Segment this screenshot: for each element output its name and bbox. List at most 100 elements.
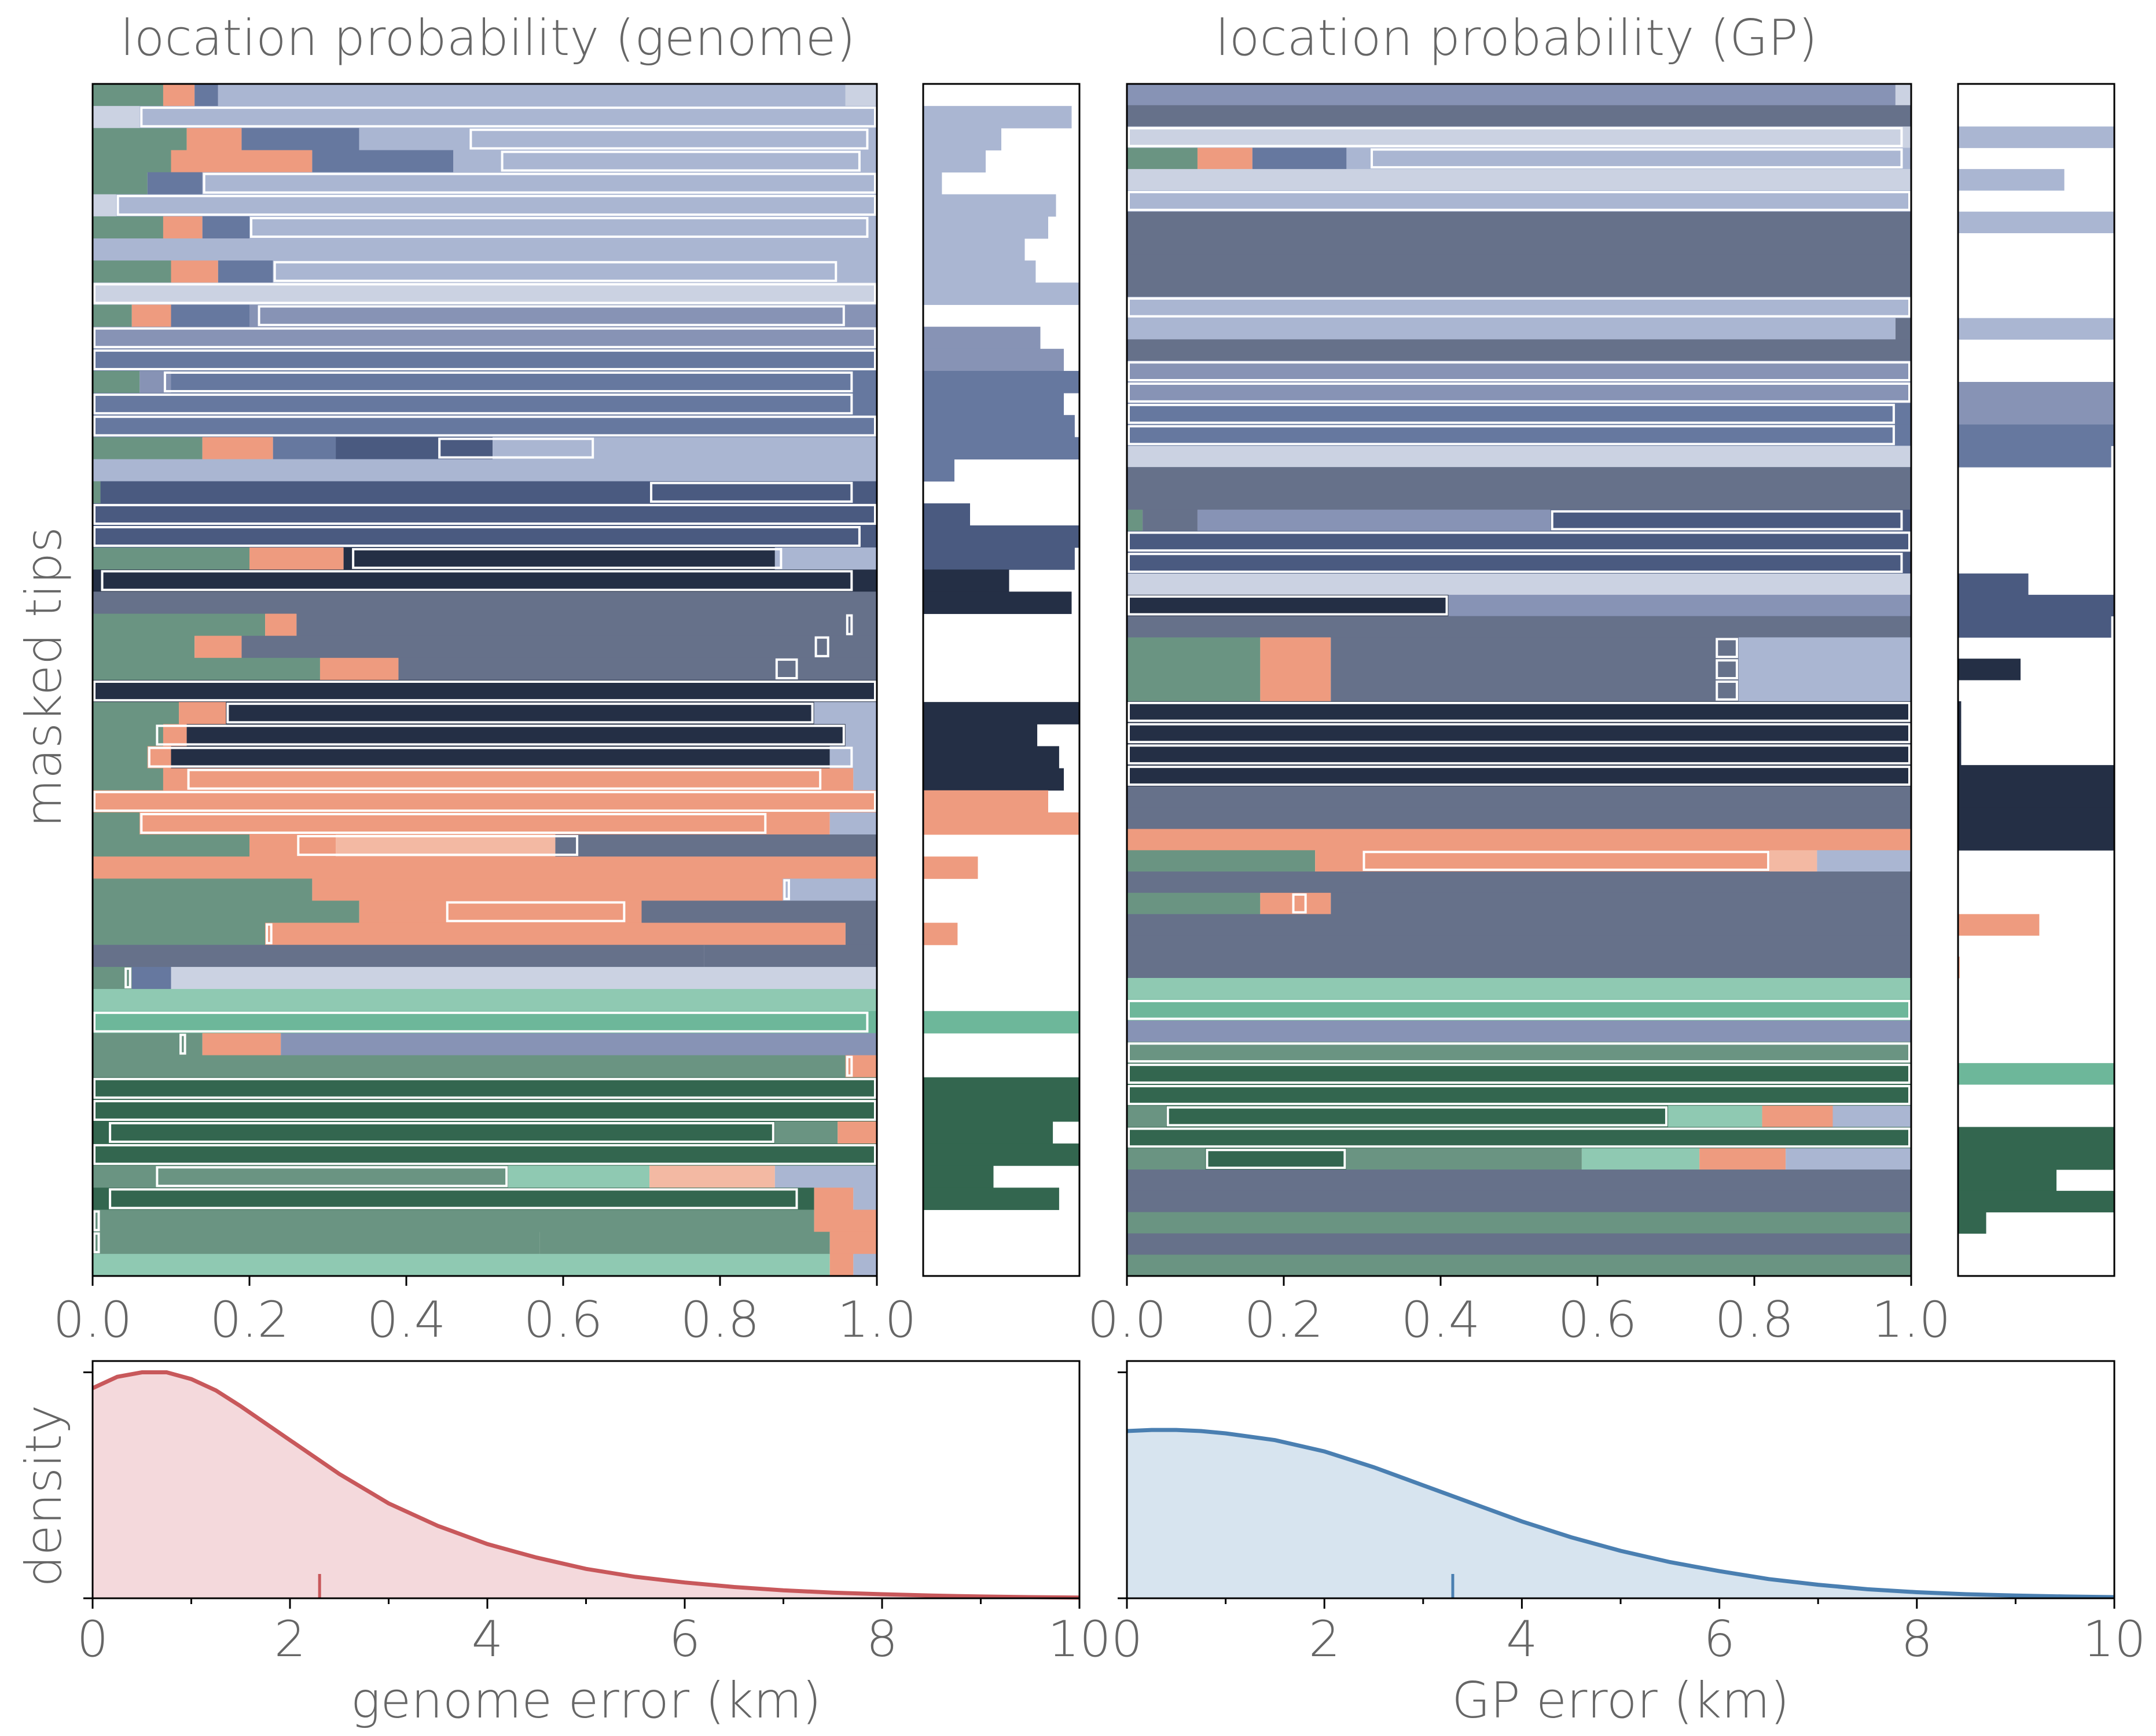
bar-segment	[814, 1187, 854, 1211]
bar-segment	[319, 657, 399, 681]
bar-segment	[1667, 1105, 1762, 1127]
bar-segment	[829, 746, 877, 769]
side-bar	[1958, 701, 1962, 723]
side-bar	[1958, 573, 2029, 595]
max-probability-outline	[163, 371, 853, 393]
bar-segment	[226, 702, 814, 724]
bar-segment	[93, 84, 163, 106]
bar-segment	[93, 1077, 877, 1100]
bar-segment	[249, 304, 877, 328]
side-bar	[923, 459, 954, 482]
bar-segment	[218, 260, 273, 283]
side-bar	[1958, 914, 2040, 936]
bar-segment	[93, 944, 704, 968]
bar-segment	[93, 856, 877, 879]
bar-segment	[1127, 105, 1911, 127]
max-probability-outline	[1127, 701, 1911, 722]
bar-segment	[93, 1055, 846, 1078]
x-axis-label: GP error (km)	[1452, 1672, 1790, 1730]
bar-segment	[1127, 84, 1896, 106]
x-tick-label: 1.0	[1872, 1291, 1951, 1349]
max-probability-outline	[297, 835, 579, 856]
x-tick-label: 0.4	[367, 1291, 446, 1349]
density-area	[93, 1372, 1079, 1598]
bar-segment	[1127, 509, 1143, 531]
side-bar	[923, 348, 1064, 372]
bar-segment	[93, 768, 163, 791]
side-bar	[1958, 403, 2114, 425]
bar-segment	[93, 525, 877, 548]
max-probability-outline	[140, 106, 876, 128]
bar-segment	[814, 702, 877, 724]
max-probability-outline	[1127, 1127, 1911, 1148]
max-probability-outline	[93, 1144, 876, 1165]
side-bar	[923, 790, 1048, 813]
max-probability-outline	[1362, 851, 1770, 871]
x-tick-label: 2	[1309, 1610, 1340, 1668]
bar-segment	[1127, 914, 1911, 936]
side-bar	[923, 216, 1048, 239]
side-bar	[923, 922, 958, 946]
max-probability-outline	[775, 658, 798, 679]
bar-segment	[93, 106, 140, 128]
bar-segment	[774, 547, 877, 570]
bar-segment	[265, 922, 846, 946]
right-main-frame	[1126, 83, 1912, 1277]
max-probability-outline	[1127, 999, 1911, 1020]
x-tick-label: 4	[1506, 1610, 1538, 1668]
max-probability-outline	[109, 1121, 774, 1143]
x-tick-label: 0	[1111, 1610, 1143, 1668]
bar-segment	[1127, 1020, 1911, 1042]
bar-segment	[845, 922, 877, 946]
side-bar	[1958, 722, 1962, 744]
max-probability-outline	[1127, 1042, 1911, 1063]
max-probability-outline	[1716, 638, 1738, 659]
bar-segment	[93, 1253, 830, 1277]
bar-segment	[829, 812, 877, 835]
side-bar	[923, 768, 1064, 791]
bar-segment	[1127, 148, 1198, 170]
bar-segment	[343, 547, 775, 570]
bar-segment	[1738, 659, 1911, 681]
bar-segment	[1127, 488, 1911, 510]
side-bar	[923, 1099, 1079, 1122]
bar-segment	[1832, 1105, 1911, 1127]
bar-segment	[186, 724, 846, 746]
bar-segment	[93, 878, 313, 901]
x-tick-label: 8	[866, 1610, 898, 1668]
max-probability-outline	[1166, 1106, 1667, 1127]
bar-segment	[163, 84, 195, 106]
bar-segment	[704, 944, 877, 968]
bar-segment	[1738, 637, 1911, 659]
side-bar	[923, 238, 1025, 261]
bar-segment	[93, 989, 877, 1012]
bar-segment	[93, 613, 266, 637]
x-tick-label: 0.8	[1715, 1291, 1794, 1349]
bar-segment	[93, 503, 877, 526]
max-probability-outline	[1127, 127, 1903, 148]
max-probability-outline	[1127, 723, 1911, 744]
bar-segment	[1127, 1063, 1911, 1085]
bar-segment	[1895, 318, 1911, 340]
max-probability-outline	[352, 548, 783, 569]
bar-segment	[171, 746, 830, 769]
bar-segment	[1331, 637, 1739, 659]
bar-segment	[93, 415, 877, 437]
side-bar	[923, 194, 1056, 217]
bar-segment	[493, 437, 877, 460]
side-bar	[1958, 829, 2114, 851]
bar-segment	[93, 128, 187, 150]
left-probability-bars	[93, 84, 877, 1277]
bar-segment	[1260, 892, 1331, 915]
bar-segment	[1127, 1127, 1911, 1149]
bar-segment	[93, 260, 171, 283]
bar-segment	[1127, 573, 1911, 595]
bar-segment	[1127, 829, 1911, 851]
bar-segment	[783, 878, 877, 901]
side-bar	[923, 150, 986, 173]
bar-segment	[774, 1165, 877, 1188]
bar-segment	[1127, 382, 1911, 404]
bar-segment	[93, 834, 249, 857]
gp-density-frame	[1126, 1360, 2115, 1599]
bar-segment	[131, 304, 171, 328]
